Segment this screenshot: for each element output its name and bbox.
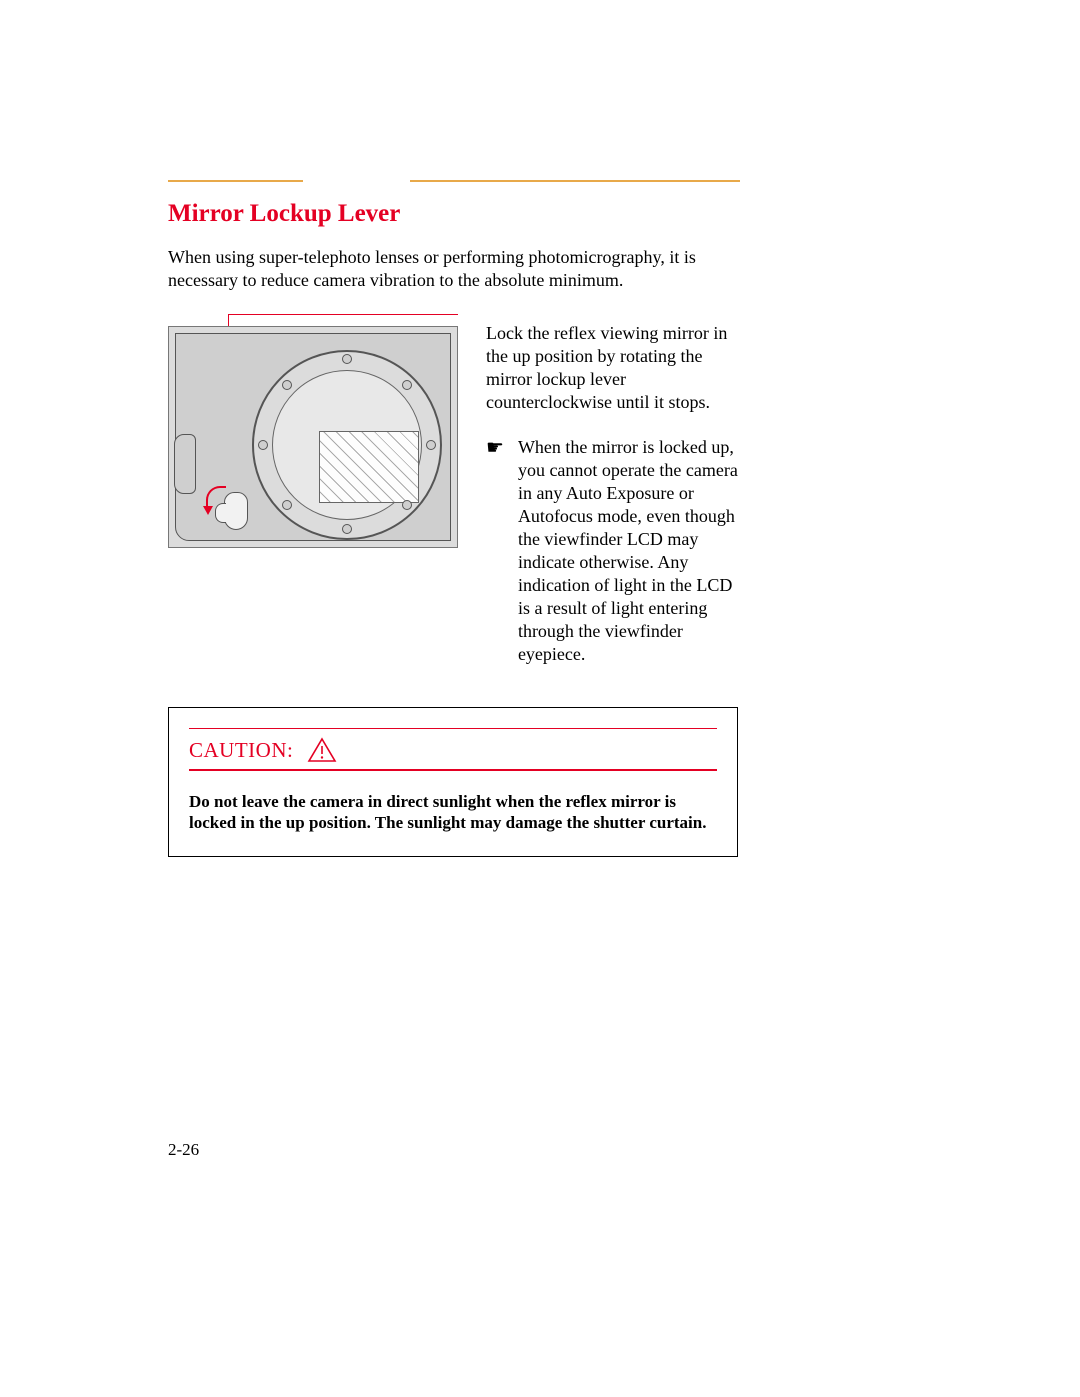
diagram-frame bbox=[168, 326, 458, 548]
mount-screw-icon bbox=[342, 354, 352, 364]
mirror-sensor-rect bbox=[319, 431, 419, 503]
note-block: ☛ When the mirror is locked up, you cann… bbox=[486, 436, 738, 666]
section-heading: Mirror Lockup Lever bbox=[168, 200, 738, 228]
mount-screw-icon bbox=[402, 380, 412, 390]
camera-diagram bbox=[168, 322, 458, 567]
pointing-hand-icon: ☛ bbox=[486, 438, 504, 666]
warning-triangle-icon bbox=[307, 737, 337, 763]
camera-grip-detail bbox=[174, 434, 196, 494]
caution-header: CAUTION: bbox=[189, 731, 717, 767]
mount-screw-icon bbox=[342, 524, 352, 534]
mount-screw-icon bbox=[258, 440, 268, 450]
instruction-paragraph: Lock the reflex viewing mirror in the up… bbox=[486, 322, 738, 414]
figure-and-text-row: Lock the reflex viewing mirror in the up… bbox=[168, 322, 738, 666]
note-paragraph: When the mirror is locked up, you cannot… bbox=[518, 436, 738, 666]
mount-screw-icon bbox=[282, 500, 292, 510]
caution-box: CAUTION: Do not leave the camera in dire… bbox=[168, 707, 738, 858]
mount-screw-icon bbox=[282, 380, 292, 390]
instruction-column: Lock the reflex viewing mirror in the up… bbox=[486, 322, 738, 666]
intro-paragraph: When using super-telephoto lenses or per… bbox=[168, 246, 738, 292]
page-content: Mirror Lockup Lever When using super-tel… bbox=[168, 175, 738, 857]
caution-rule-bottom bbox=[189, 769, 717, 771]
caution-label: CAUTION: bbox=[189, 738, 293, 763]
mirror-lockup-lever bbox=[224, 492, 248, 530]
callout-line-horizontal bbox=[228, 314, 458, 315]
lens-mount bbox=[252, 350, 442, 540]
mount-screw-icon bbox=[402, 500, 412, 510]
mount-screw-icon bbox=[426, 440, 436, 450]
caution-body: Do not leave the camera in direct sunlig… bbox=[189, 791, 717, 835]
page-number: 2-26 bbox=[168, 1140, 199, 1160]
caution-rule-top bbox=[189, 728, 717, 730]
camera-body bbox=[175, 333, 451, 541]
lens-mount-inner bbox=[272, 370, 422, 520]
